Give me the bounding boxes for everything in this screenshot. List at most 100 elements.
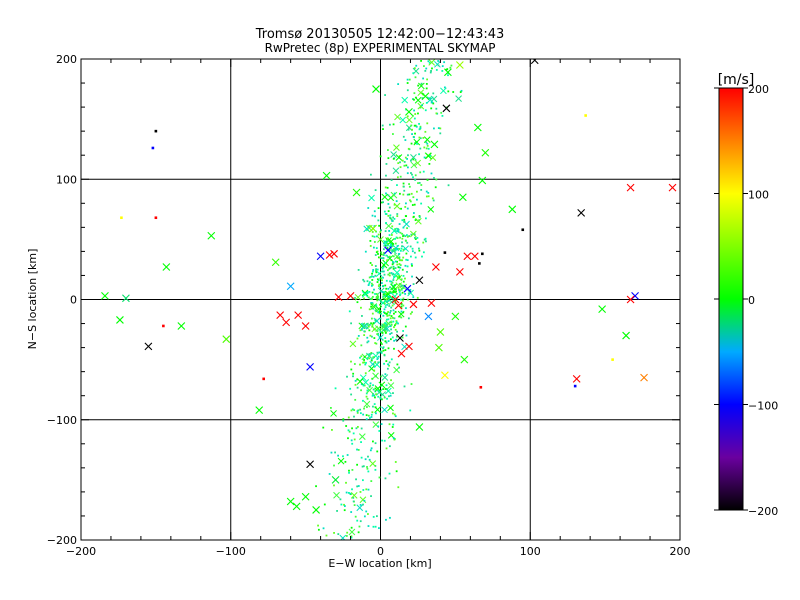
dot-point [416, 198, 418, 201]
dot-point [407, 147, 410, 150]
dot-point [414, 132, 416, 135]
dot-point [422, 170, 425, 173]
dot-point [373, 225, 376, 227]
cross-point [390, 191, 398, 199]
dot-point [411, 247, 414, 250]
dot-point [376, 333, 379, 336]
cross-point [415, 423, 424, 431]
dot-point [416, 296, 419, 299]
dot-point [366, 466, 368, 468]
dot-point [413, 67, 416, 70]
dot-point [379, 231, 382, 233]
dot-point [447, 90, 450, 93]
cross-point [222, 335, 231, 344]
cross-point [401, 96, 409, 104]
dot-point [362, 361, 364, 364]
dot-point [386, 242, 389, 245]
cross-point [391, 295, 400, 304]
dot-point [432, 199, 435, 202]
dot-point [315, 485, 317, 488]
dot-point [374, 254, 377, 256]
cross-point [334, 293, 343, 301]
dot-point [402, 280, 405, 283]
dot-point [400, 278, 403, 281]
dot-point [402, 235, 404, 237]
dot-point [404, 215, 407, 217]
dot-point [381, 124, 384, 127]
dot-point [354, 379, 357, 382]
dot-point [378, 351, 381, 354]
dot-point [414, 236, 416, 239]
dot-point [329, 407, 332, 409]
dot-point [386, 293, 388, 296]
dot-point [397, 83, 400, 85]
dot-point [365, 414, 368, 417]
cross-point [428, 59, 436, 66]
dot-point [400, 298, 402, 301]
cross-point [427, 299, 436, 307]
dot-point [414, 179, 417, 181]
dot-point [368, 323, 371, 326]
dot-point [347, 437, 349, 440]
dot-point [387, 363, 389, 366]
dot-point [418, 249, 421, 252]
dot-point [387, 214, 390, 217]
dot-point [399, 293, 402, 296]
dot-point [478, 262, 481, 265]
dot-point [334, 451, 336, 454]
dot-point [371, 264, 373, 266]
cross-point [363, 225, 371, 233]
cross-point [312, 506, 320, 514]
dot-point [370, 359, 373, 362]
dot-point [334, 387, 337, 390]
dot-point [373, 394, 376, 397]
dot-point [377, 334, 380, 336]
dot-point [404, 293, 407, 295]
dot-point [372, 440, 374, 443]
cross-point [425, 152, 432, 160]
cross-point [405, 108, 413, 116]
cross-point [162, 263, 171, 271]
cross-point [362, 322, 369, 330]
dot-point [403, 220, 406, 223]
dot-point [422, 241, 425, 244]
dot-point [382, 276, 384, 279]
y-tick-label: 0 [70, 294, 77, 307]
dot-point [377, 219, 380, 222]
cross-point [508, 205, 517, 214]
dot-point [349, 387, 352, 390]
dot-point [385, 163, 388, 165]
dot-point [354, 297, 356, 299]
dot-point [401, 259, 404, 262]
dot-point [380, 201, 383, 204]
dot-point [425, 87, 428, 90]
dot-point [376, 330, 379, 333]
dot-point [410, 159, 412, 162]
dot-point [414, 174, 417, 177]
cross-point [417, 89, 425, 97]
cross-point [352, 188, 361, 197]
dot-point [370, 317, 373, 320]
cross-point [379, 391, 386, 398]
dot-point [374, 215, 376, 218]
dot-point [350, 536, 353, 539]
dot-point [356, 410, 359, 413]
dot-point [378, 256, 380, 259]
cross-point [101, 292, 109, 300]
dot-point [363, 330, 366, 333]
dot-point [402, 193, 405, 196]
dot-point [389, 516, 391, 519]
dot-point [421, 97, 424, 99]
cross-point [417, 82, 425, 90]
dot-point [368, 329, 371, 332]
cross-point [432, 263, 440, 271]
dot-point [353, 504, 356, 507]
dot-point [376, 450, 379, 453]
dot-point [359, 356, 361, 359]
dot-point [391, 249, 394, 252]
dot-point [322, 426, 325, 429]
cross-point [458, 193, 467, 202]
cross-point [440, 87, 447, 95]
cross-point [271, 258, 280, 267]
cross-point [322, 171, 331, 180]
